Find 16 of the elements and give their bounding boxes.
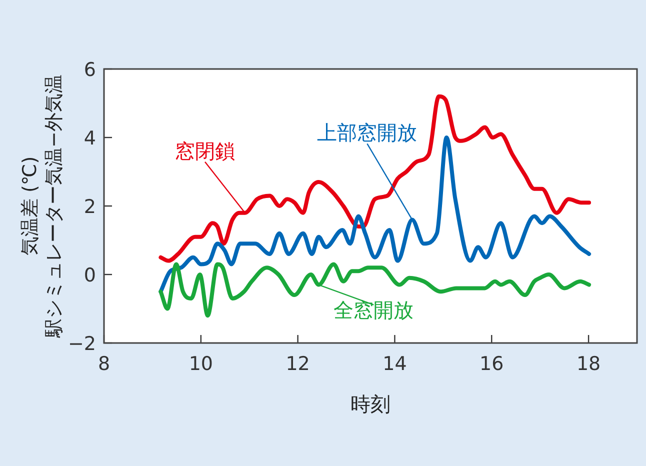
x-tick-label: 12 xyxy=(286,353,310,375)
y-axis-title: 気温差 (℃) 駅シミュレーター気温−外気温 xyxy=(19,74,65,338)
series-label: 上部窓開放 xyxy=(317,120,418,145)
x-axis-title: 時刻 xyxy=(350,392,390,416)
text: 窓閉鎖 xyxy=(175,138,236,163)
legend-label: 全窓開放 xyxy=(334,298,414,322)
y-tick-label: −2 xyxy=(68,333,96,355)
x-tick-label: 16 xyxy=(480,353,504,375)
x-tick-label: 14 xyxy=(382,353,407,375)
y-tick-label: 2 xyxy=(84,196,96,218)
y-tick-label: 4 xyxy=(84,128,96,150)
x-tick-label: 18 xyxy=(576,353,601,375)
y-tick-label: 0 xyxy=(84,264,96,286)
x-tick-label: 10 xyxy=(188,353,214,375)
x-tick-label: 8 xyxy=(98,353,110,375)
y-tick-label: 6 xyxy=(84,59,96,81)
